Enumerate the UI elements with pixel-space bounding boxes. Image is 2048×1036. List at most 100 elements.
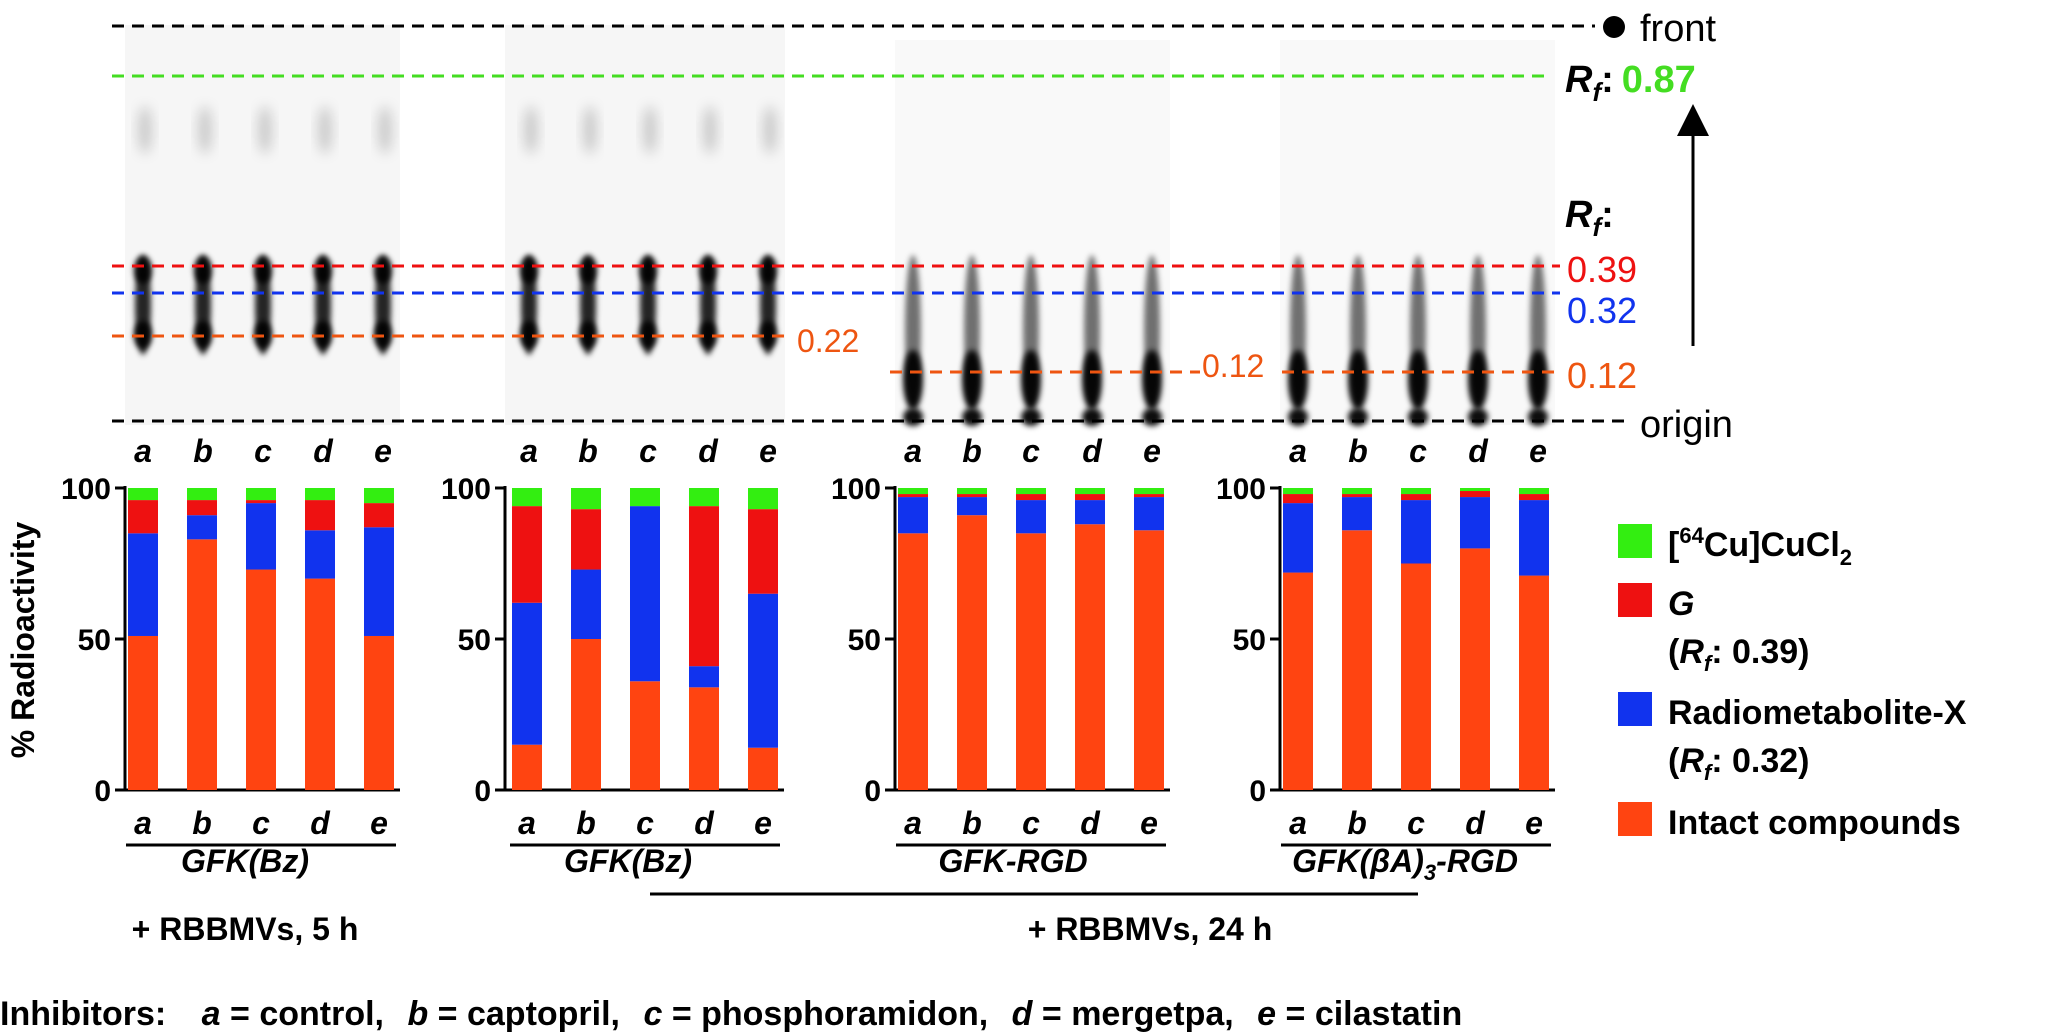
rf-list-sub: f bbox=[1592, 212, 1603, 242]
bar-cucl2-c bbox=[630, 488, 660, 507]
category-label-a: a bbox=[904, 805, 922, 841]
front-dot bbox=[1603, 16, 1625, 38]
tlc-band-1-e-upper bbox=[378, 106, 392, 154]
tlc-lane-letter-3-c: c bbox=[1022, 433, 1040, 469]
inhibitor-d-text: = mergetpa, bbox=[1032, 995, 1233, 1033]
bar-rmx-c bbox=[246, 503, 276, 570]
legend-cucl2-sup: 64 bbox=[1679, 523, 1704, 548]
rf-front-sub: f bbox=[1592, 77, 1603, 107]
inhibitor-a-letter: a bbox=[202, 995, 221, 1033]
bar-g-a bbox=[1283, 494, 1313, 504]
tlc-band-1-a-upper bbox=[138, 106, 152, 154]
bar-intact-e bbox=[364, 635, 394, 790]
tlc-band-1-a-top bbox=[134, 256, 152, 284]
condition-5h: + RBBMVs, 5 h bbox=[132, 911, 359, 947]
y-tick-label-100: 100 bbox=[61, 473, 111, 506]
bar-intact-a bbox=[1283, 572, 1313, 790]
tlc-band-2-d-bottom bbox=[699, 321, 717, 349]
tlc-band-1-b-top bbox=[194, 256, 212, 284]
rf-039-label: 0.39 bbox=[1567, 249, 1637, 290]
bar-g-b bbox=[571, 509, 601, 570]
legend-label-rmx: Radiometabolite-X bbox=[1668, 694, 1967, 732]
bar-rmx-b bbox=[187, 515, 217, 540]
tlc-lane-letter-2-e: e bbox=[759, 433, 777, 469]
legend-cucl2-pre: [ bbox=[1668, 526, 1679, 564]
bar-intact-b bbox=[571, 639, 601, 790]
legend-rmx-rf-pre: ( bbox=[1668, 742, 1680, 780]
tlc-backgrounds bbox=[125, 25, 1555, 425]
bar-chart-panel-1: 0 50 100 a b c d e bbox=[61, 473, 400, 847]
bar-g-d bbox=[1075, 494, 1105, 501]
origin-label: origin bbox=[1640, 404, 1733, 446]
tlc-band-4-a-low bbox=[1288, 350, 1308, 410]
tlc-band-1-b-upper bbox=[198, 106, 212, 154]
bar-g-e bbox=[748, 509, 778, 594]
band-022-label: 0.22 bbox=[797, 323, 859, 359]
tlc-band-3-a-origin bbox=[903, 408, 923, 426]
bar-chart-panel-2: 0 50 100 a b c d e bbox=[441, 473, 784, 847]
legend-label-cucl2: [64Cu]CuCl2 bbox=[1668, 523, 1852, 570]
direction-arrow-head bbox=[1677, 104, 1709, 136]
inhibitor-c-text: = phosphoramidon, bbox=[662, 995, 988, 1033]
legend-g-rf-r: R bbox=[1679, 633, 1704, 671]
bar-intact-c bbox=[630, 681, 660, 790]
compound-label-panel4-post: -RGD bbox=[1436, 843, 1518, 879]
bar-cucl2-b bbox=[571, 488, 601, 510]
bar-rmx-a bbox=[512, 602, 542, 745]
bar-cucl2-d bbox=[1460, 488, 1490, 492]
bar-intact-d bbox=[305, 578, 335, 790]
inhibitor-b-text: = captopril, bbox=[428, 995, 620, 1033]
bar-intact-d bbox=[689, 687, 719, 790]
rf-front-label: Rf: 0.87 bbox=[1565, 59, 1696, 107]
tlc-band-2-d-top bbox=[699, 256, 717, 284]
category-label-e: e bbox=[1140, 805, 1158, 841]
legend-g-rf-post: : 0.39) bbox=[1711, 633, 1809, 671]
tlc-band-1-e-top bbox=[374, 256, 392, 284]
tlc-band-2-d-upper bbox=[703, 106, 717, 154]
legend-label-rmx-rf: (Rf: 0.32) bbox=[1668, 742, 1809, 785]
tlc-lane-letter-4-c: c bbox=[1409, 433, 1427, 469]
bar-g-c bbox=[1016, 494, 1046, 501]
condition-24h: + RBBMVs, 24 h bbox=[1028, 911, 1273, 947]
bar-rmx-a bbox=[128, 533, 158, 636]
category-label-a: a bbox=[1289, 805, 1307, 841]
inhibitor-a-text: = control, bbox=[221, 995, 384, 1033]
legend-rmx-rf-post: : 0.32) bbox=[1711, 742, 1809, 780]
category-label-b: b bbox=[1347, 805, 1367, 841]
bar-chart-panel-4: 0 50 100 a b c d e bbox=[1216, 473, 1555, 847]
bar-cucl2-c bbox=[246, 488, 276, 501]
tlc-band-4-e-low bbox=[1528, 350, 1548, 410]
tlc-band-3-b-low bbox=[962, 350, 982, 410]
legend-label-intact: Intact compounds bbox=[1668, 804, 1961, 842]
y-axis-title: % Radioactivity bbox=[5, 522, 41, 759]
bar-g-c bbox=[1401, 494, 1431, 501]
tlc-lane-letter-1-d: d bbox=[313, 433, 334, 469]
bar-g-e bbox=[364, 503, 394, 528]
bar-g-c bbox=[246, 500, 276, 504]
category-label-c: c bbox=[1407, 805, 1425, 841]
tlc-band-3-d-low bbox=[1082, 350, 1102, 410]
y-tick-label-0: 0 bbox=[474, 775, 491, 808]
tlc-band-3-e-low bbox=[1142, 350, 1162, 410]
tlc-band-4-c-low bbox=[1408, 350, 1428, 410]
bar-cucl2-e bbox=[748, 488, 778, 510]
bar-cucl2-a bbox=[512, 488, 542, 507]
tlc-band-2-c-upper bbox=[643, 106, 657, 154]
bar-cucl2-c bbox=[1016, 488, 1046, 495]
legend-label-g: G bbox=[1668, 585, 1694, 623]
category-label-d: d bbox=[310, 805, 331, 841]
y-tick-label-50: 50 bbox=[78, 624, 111, 657]
tlc-lane-letter-4-b: b bbox=[1348, 433, 1368, 469]
inhibitor-d-letter: d bbox=[1012, 995, 1034, 1033]
rf-012-label: 0.12 bbox=[1567, 355, 1637, 396]
legend-rmx-rf-r: R bbox=[1679, 742, 1704, 780]
compound-label-panel2: GFK(Bz) bbox=[564, 843, 692, 879]
bar-cucl2-d bbox=[1075, 488, 1105, 495]
bar-rmx-e bbox=[1519, 500, 1549, 576]
rf-front-value: 0.87 bbox=[1622, 59, 1696, 101]
bar-intact-c bbox=[246, 569, 276, 790]
tlc-band-1-c-upper bbox=[258, 106, 272, 154]
bar-intact-e bbox=[748, 747, 778, 790]
bar-cucl2-a bbox=[1283, 488, 1313, 495]
